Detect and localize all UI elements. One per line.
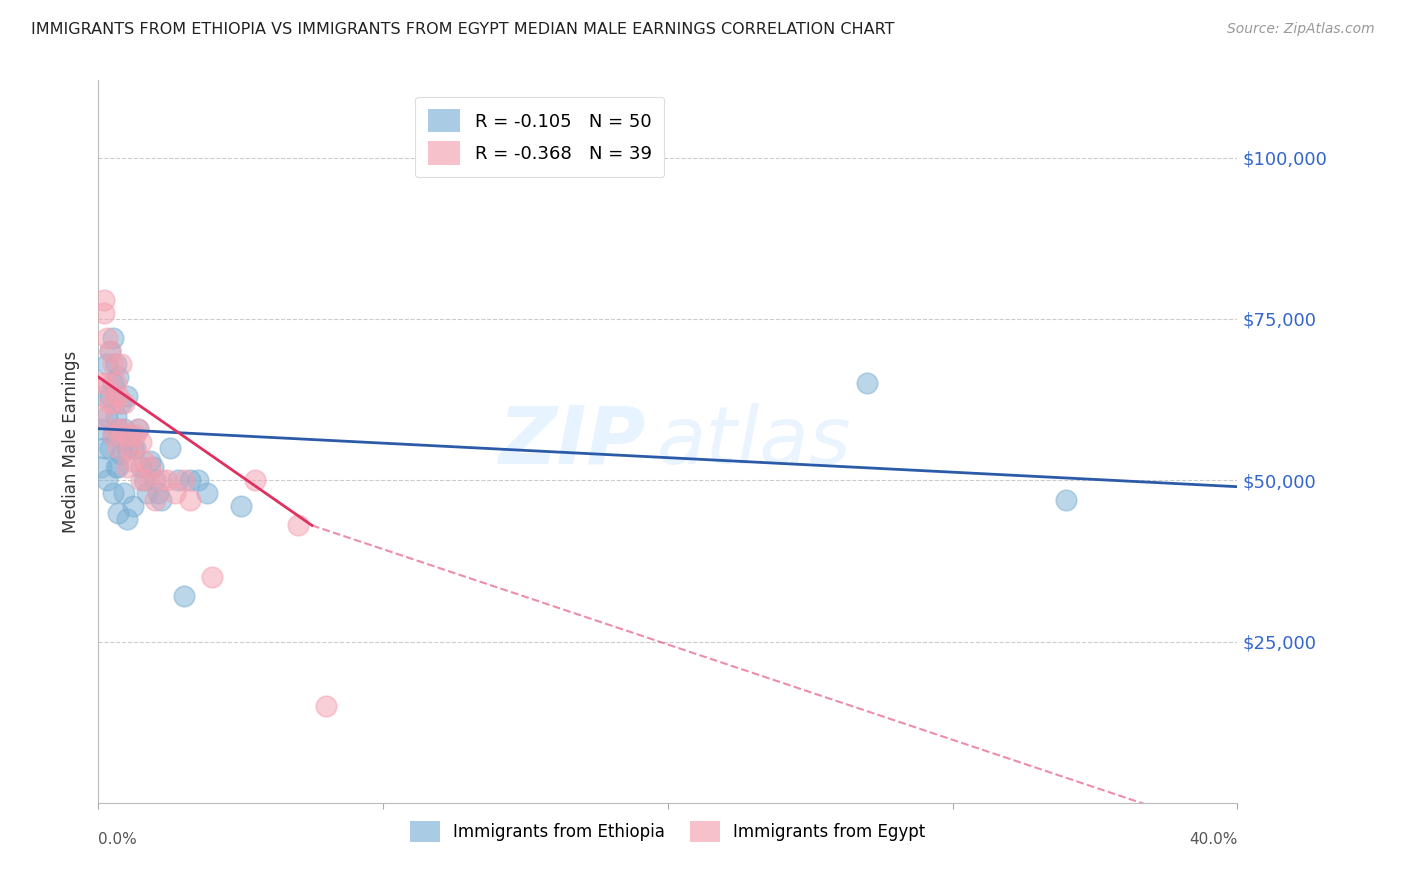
Point — [124, 428, 146, 442]
Point — [150, 473, 173, 487]
Point — [93, 305, 115, 319]
Point — [138, 460, 160, 475]
Point — [104, 357, 127, 371]
Point — [107, 460, 129, 475]
Point — [112, 396, 135, 410]
Point — [101, 428, 124, 442]
Point — [129, 434, 152, 449]
Point — [150, 492, 173, 507]
Point — [856, 376, 879, 391]
Point — [1056, 492, 1078, 507]
Point — [187, 473, 209, 487]
Point — [179, 473, 201, 487]
Point — [107, 389, 129, 403]
Point — [101, 428, 124, 442]
Point — [112, 486, 135, 500]
Point — [104, 376, 127, 391]
Point — [96, 473, 118, 487]
Text: Source: ZipAtlas.com: Source: ZipAtlas.com — [1227, 22, 1375, 37]
Text: 0.0%: 0.0% — [98, 831, 138, 847]
Point — [98, 389, 121, 403]
Y-axis label: Median Male Earnings: Median Male Earnings — [62, 351, 80, 533]
Point — [201, 570, 224, 584]
Text: 40.0%: 40.0% — [1189, 831, 1237, 847]
Point — [98, 396, 121, 410]
Point — [121, 441, 143, 455]
Point — [121, 499, 143, 513]
Point — [118, 441, 141, 455]
Point — [135, 473, 157, 487]
Point — [115, 460, 138, 475]
Point — [101, 376, 124, 391]
Point — [229, 499, 252, 513]
Point — [104, 409, 127, 423]
Point — [121, 454, 143, 468]
Point — [173, 590, 195, 604]
Point — [93, 441, 115, 455]
Point — [107, 441, 129, 455]
Point — [243, 473, 266, 487]
Text: IMMIGRANTS FROM ETHIOPIA VS IMMIGRANTS FROM EGYPT MEDIAN MALE EARNINGS CORRELATI: IMMIGRANTS FROM ETHIOPIA VS IMMIGRANTS F… — [31, 22, 894, 37]
Point — [145, 473, 167, 487]
Point — [107, 506, 129, 520]
Point — [110, 447, 132, 461]
Point — [167, 473, 190, 487]
Point — [98, 441, 121, 455]
Point — [115, 428, 138, 442]
Point — [195, 486, 218, 500]
Point — [141, 460, 163, 475]
Point — [135, 486, 157, 500]
Point — [104, 422, 127, 436]
Point — [90, 409, 112, 423]
Point — [159, 441, 181, 455]
Point — [93, 293, 115, 307]
Point — [138, 454, 160, 468]
Point — [101, 486, 124, 500]
Point — [173, 473, 195, 487]
Point — [90, 422, 112, 436]
Point — [96, 357, 118, 371]
Point — [115, 441, 138, 455]
Point — [112, 422, 135, 436]
Point — [107, 422, 129, 436]
Point — [127, 422, 149, 436]
Point — [129, 473, 152, 487]
Point — [96, 409, 118, 423]
Point — [118, 428, 141, 442]
Point — [101, 331, 124, 345]
Point — [145, 492, 167, 507]
Point — [132, 473, 155, 487]
Point — [165, 486, 187, 500]
Point — [148, 486, 170, 500]
Point — [101, 396, 124, 410]
Point — [127, 422, 149, 436]
Point — [110, 422, 132, 436]
Point — [107, 370, 129, 384]
Point — [124, 441, 146, 455]
Point — [179, 492, 201, 507]
Legend: Immigrants from Ethiopia, Immigrants from Egypt: Immigrants from Ethiopia, Immigrants fro… — [404, 814, 932, 848]
Point — [110, 357, 132, 371]
Point — [98, 344, 121, 359]
Point — [101, 357, 124, 371]
Point — [90, 460, 112, 475]
Text: ZIP: ZIP — [498, 402, 645, 481]
Point — [110, 396, 132, 410]
Point — [156, 473, 179, 487]
Point — [90, 376, 112, 391]
Point — [93, 389, 115, 403]
Point — [132, 454, 155, 468]
Point — [115, 389, 138, 403]
Point — [96, 376, 118, 391]
Point — [315, 699, 337, 714]
Point — [129, 460, 152, 475]
Point — [98, 344, 121, 359]
Point — [287, 518, 309, 533]
Text: atlas: atlas — [657, 402, 851, 481]
Point — [96, 331, 118, 345]
Point — [104, 460, 127, 475]
Point — [115, 512, 138, 526]
